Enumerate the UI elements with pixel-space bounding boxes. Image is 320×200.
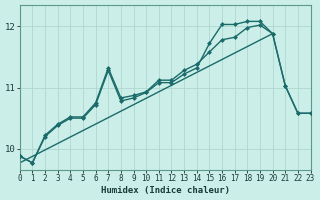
X-axis label: Humidex (Indice chaleur): Humidex (Indice chaleur)	[101, 186, 230, 195]
